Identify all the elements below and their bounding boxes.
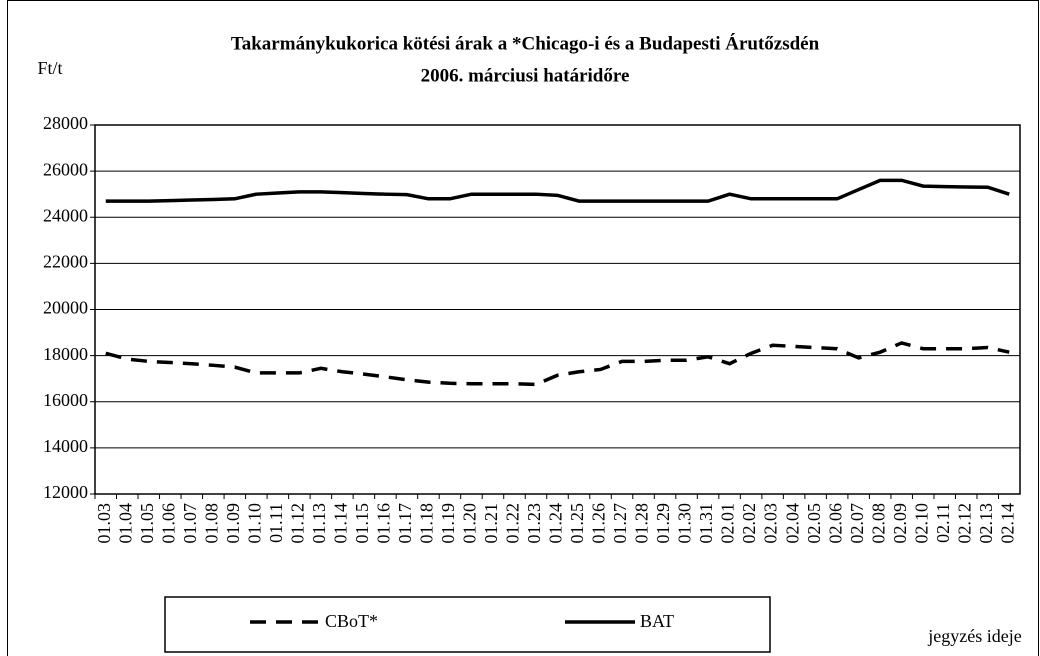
x-tick-label: 01.28 [632,503,652,544]
x-tick-label: 01.12 [287,503,307,544]
chart-title: 2006. márciusi határidőre [421,65,630,86]
x-tick-label: 01.08 [201,503,221,544]
legend-box [164,596,771,653]
x-tick-label: 01.21 [481,503,501,544]
x-tick-label: 01.10 [244,503,264,544]
y-tick-label: 26000 [43,159,88,179]
x-tick-label: 01.22 [503,503,523,544]
x-tick-label: 01.06 [158,503,178,544]
y-tick-label: 28000 [43,113,88,133]
x-tick-label: 02.02 [739,503,759,544]
y-tick-label: 12000 [43,482,88,502]
x-tick-label: 01.13 [309,503,329,544]
x-tick-label: 02.11 [933,503,953,543]
x-tick-label: 02.08 [868,503,888,544]
x-tick-label: 01.09 [223,503,243,544]
x-tick-label: 01.03 [94,503,114,544]
x-tick-label: 02.07 [847,503,867,544]
x-tick-label: 01.27 [610,503,630,544]
x-tick-label: 02.04 [782,503,802,544]
x-tick-label: 02.03 [761,503,781,544]
y-tick-label: 24000 [43,205,88,225]
x-tick-label: 01.19 [438,503,458,544]
y-axis-label: Ft/t [37,58,62,78]
x-tick-label: 01.15 [352,503,372,544]
x-tick-label: 01.07 [180,503,200,544]
y-tick-label: 20000 [43,298,88,318]
plot-area [94,124,1021,495]
series-line [105,178,1010,203]
x-tick-label: 02.12 [954,503,974,544]
x-tick-label: 01.14 [331,503,351,544]
x-tick-label: 01.29 [653,503,673,544]
x-tick-label: 01.20 [460,503,480,544]
y-tick-label: 18000 [43,344,88,364]
x-tick-label: 01.18 [417,503,437,544]
x-axis-label: jegyzés ideje [927,626,1021,646]
x-tick-label: 02.14 [997,503,1017,544]
x-tick-label: 02.13 [976,503,996,544]
x-tick-label: 02.01 [718,503,738,544]
x-tick-label: 01.11 [266,503,286,543]
x-tick-label: 01.31 [696,503,716,544]
x-tick-label: 02.05 [804,503,824,544]
y-tick-label: 22000 [43,252,88,272]
x-tick-label: 02.10 [911,503,931,544]
legend-label: BAT [640,611,674,631]
y-tick-label: 16000 [43,390,88,410]
chart-title: Takarmánykukorica kötési árak a *Chicago… [231,32,820,54]
x-tick-label: 01.16 [374,503,394,544]
x-tick-label: 02.06 [825,503,845,544]
x-tick-label: 01.05 [137,503,157,544]
x-tick-label: 01.24 [546,503,566,544]
frame [7,0,1039,656]
x-tick-label: 01.25 [567,503,587,544]
x-tick-label: 01.23 [524,503,544,544]
x-tick-label: 01.04 [115,503,135,544]
x-tick-label: 02.09 [890,503,910,544]
x-tick-label: 01.30 [675,503,695,544]
y-tick-label: 14000 [43,436,88,456]
legend-label: CBoT* [325,611,378,631]
series-line [105,341,1010,387]
x-tick-label: 01.26 [589,503,609,544]
x-tick-label: 01.17 [395,503,415,544]
